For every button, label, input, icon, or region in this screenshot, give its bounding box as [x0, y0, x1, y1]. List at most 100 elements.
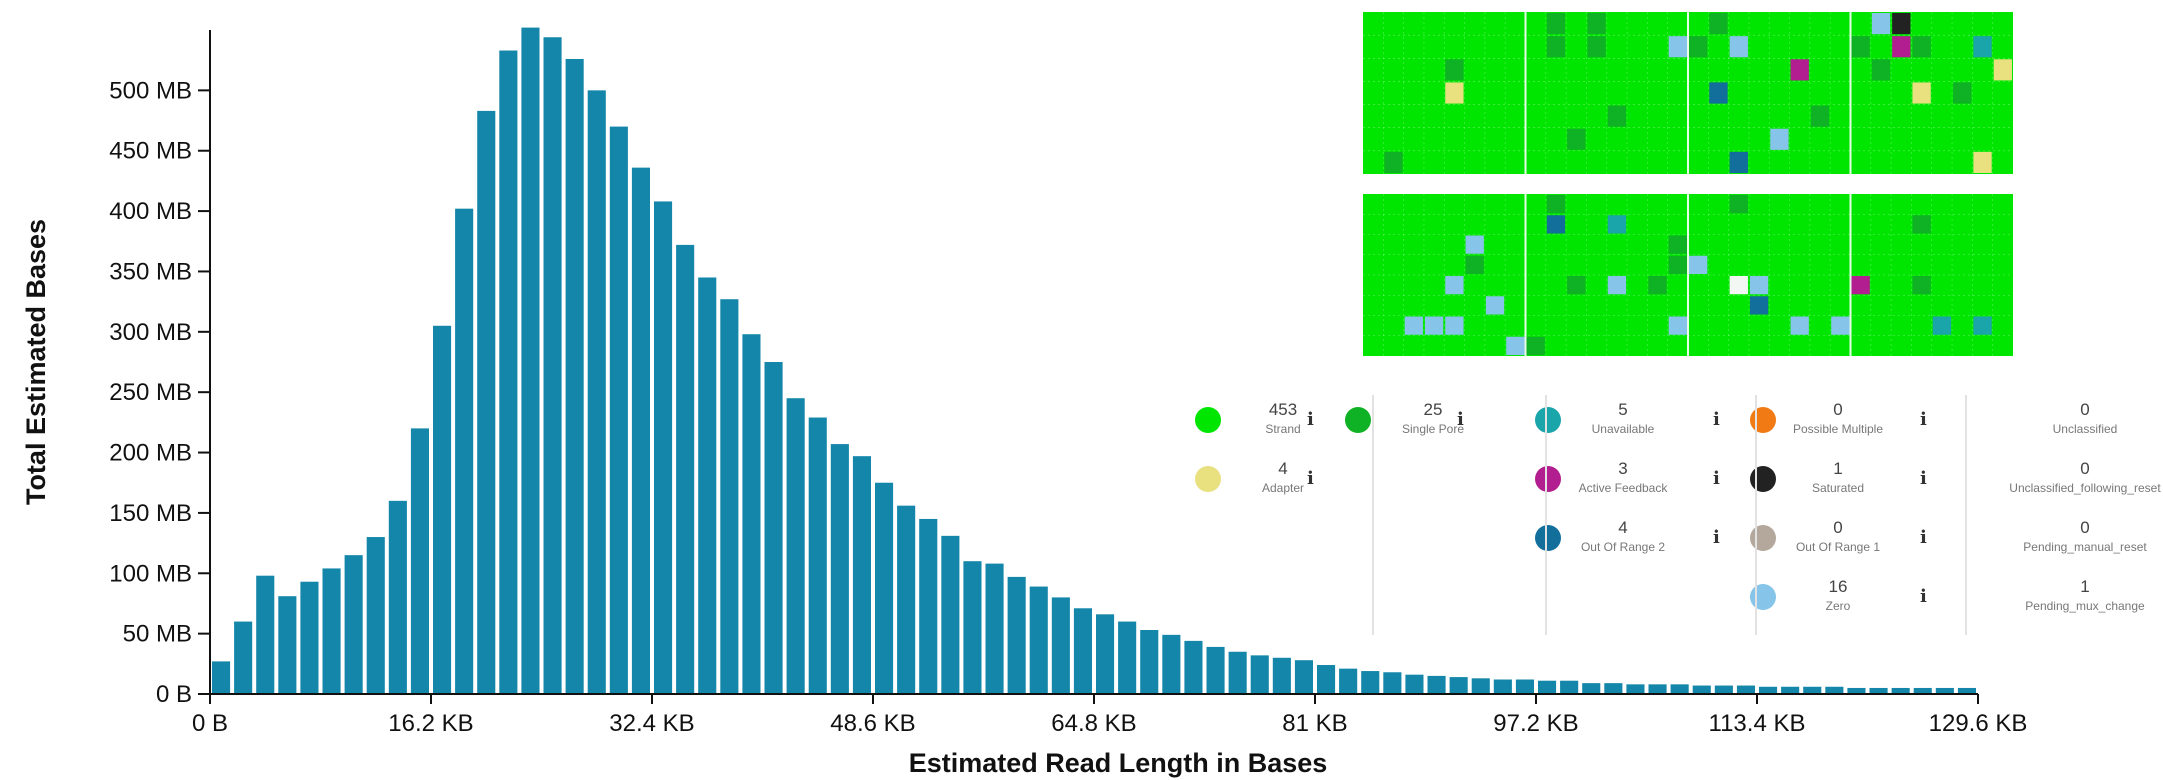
histogram-bar [1759, 686, 1778, 694]
channel-cell-single[interactable] [1445, 59, 1464, 81]
channel-cell-zero[interactable] [1485, 296, 1505, 315]
channel-cell-feedback[interactable] [1892, 36, 1911, 58]
legend-label: Unclassified [2052, 422, 2118, 436]
channel-cell-saturated[interactable] [1892, 13, 1911, 35]
channel-cell-single[interactable] [1526, 336, 1545, 355]
legend-swatch [1535, 466, 1561, 492]
histogram-bar [1604, 683, 1623, 694]
legend-count: 0 [1833, 400, 1843, 419]
x-tick-label: 129.6 KB [1929, 710, 2028, 737]
channel-cell-feedback[interactable] [1851, 276, 1870, 295]
channel-cell-single[interactable] [1546, 195, 1566, 214]
info-icon[interactable]: i [1920, 527, 1927, 548]
legend-swatch [1750, 466, 1776, 492]
channel-cell-adapter[interactable] [1973, 151, 1992, 173]
histogram-bar [1383, 672, 1402, 694]
histogram-bar [1162, 634, 1181, 694]
channel-cell-single[interactable] [1953, 82, 1972, 104]
channel-cell-adapter[interactable] [1993, 59, 2012, 81]
channel-cell-outofrange2[interactable] [1546, 215, 1566, 234]
histogram-bar [1228, 651, 1247, 694]
info-icon[interactable]: i [1307, 468, 1314, 489]
channel-cell-single[interactable] [1871, 59, 1891, 81]
channel-cell-outofrange2[interactable] [1749, 296, 1769, 315]
channel-cell-single[interactable] [1587, 13, 1606, 35]
channel-cell-single[interactable] [1689, 36, 1708, 58]
channel-cell-zero[interactable] [1749, 276, 1769, 295]
legend-count: 0 [1833, 518, 1843, 537]
channel-cell-zero[interactable] [1465, 235, 1484, 254]
info-icon[interactable]: i [1713, 409, 1720, 430]
legend-item-pending-manual-reset: 0 Pending_manual_reset [1955, 513, 2155, 565]
channel-cell-outofrange2[interactable] [1709, 82, 1728, 104]
channel-cell-single[interactable] [1546, 36, 1566, 58]
channel-cell-zero[interactable] [1668, 316, 1687, 335]
channel-cell-white[interactable] [1729, 276, 1748, 295]
channel-cell-zero[interactable] [1445, 276, 1464, 295]
channel-cell-adapter[interactable] [1445, 82, 1464, 104]
channel-cell-single[interactable] [1648, 276, 1667, 295]
channel-cell-unavailable[interactable] [1607, 215, 1627, 234]
channel-cell-feedback[interactable] [1790, 59, 1809, 81]
channel-cell-single[interactable] [1668, 255, 1687, 274]
histogram-bar [543, 37, 562, 695]
channel-map-panel-2 [1363, 194, 2013, 356]
channel-cell-zero[interactable] [1770, 128, 1789, 150]
channel-cell-zero[interactable] [1424, 316, 1444, 335]
channel-cell-zero[interactable] [1831, 316, 1850, 335]
legend-count: 0 [2080, 518, 2090, 537]
channel-cell-zero[interactable] [1729, 36, 1748, 58]
channel-cell-zero[interactable] [1445, 316, 1464, 335]
channel-cell-single[interactable] [1384, 151, 1403, 173]
histogram-bar [455, 208, 474, 694]
channel-cell-zero[interactable] [1689, 255, 1708, 274]
channel-cell-single[interactable] [1851, 36, 1870, 58]
channel-cell-unavailable[interactable] [1973, 316, 1992, 335]
channel-cell-unavailable[interactable] [1932, 316, 1952, 335]
channel-cell-zero[interactable] [1607, 276, 1627, 295]
legend-item-unclassified: 0 Unclassified [1955, 395, 2155, 447]
channel-cell-single[interactable] [1546, 13, 1566, 35]
info-icon[interactable]: i [1920, 409, 1927, 430]
channel-cell-single[interactable] [1567, 128, 1586, 150]
legend-count: 1 [1833, 459, 1843, 478]
channel-cell-single[interactable] [1587, 36, 1606, 58]
channel-cell-single[interactable] [1668, 235, 1687, 254]
channel-cell-outofrange2[interactable] [1729, 151, 1748, 173]
channel-cell-zero[interactable] [1404, 316, 1423, 335]
info-icon[interactable]: i [1307, 409, 1314, 430]
histogram-bar [786, 398, 805, 694]
info-icon[interactable]: i [1457, 409, 1464, 430]
channel-cell-unavailable[interactable] [1973, 36, 1992, 58]
histogram-bar [256, 575, 275, 694]
channel-cell-single[interactable] [1567, 276, 1586, 295]
histogram-bar [1096, 614, 1115, 694]
channel-cell-single[interactable] [1465, 255, 1484, 274]
histogram-bar [1449, 677, 1468, 694]
x-tick-label: 16.2 KB [388, 710, 473, 737]
legend-label: Zero [1825, 599, 1851, 613]
channel-cell-zero[interactable] [1506, 336, 1525, 355]
channel-cell-single[interactable] [1709, 13, 1728, 35]
channel-cell-single[interactable] [1810, 105, 1830, 127]
info-icon[interactable]: i [1713, 527, 1720, 548]
histogram-bar [1405, 674, 1424, 694]
info-icon[interactable]: i [1920, 586, 1927, 607]
channel-cell-zero[interactable] [1871, 13, 1891, 35]
legend-item-unavailable: 5 Unavailable i [1535, 395, 1735, 447]
bars-group [212, 27, 1976, 695]
channel-cell-adapter[interactable] [1912, 82, 1931, 104]
channel-cell-single[interactable] [1912, 276, 1931, 295]
channel-cell-zero[interactable] [1668, 36, 1687, 58]
legend-swatch [1535, 525, 1561, 551]
channel-cell-zero[interactable] [1790, 316, 1809, 335]
channel-cell-single[interactable] [1729, 195, 1748, 214]
legend-item-active-feedback: 3 Active Feedback i [1535, 454, 1735, 506]
histogram-bar [344, 555, 363, 694]
channel-cell-single[interactable] [1607, 105, 1627, 127]
channel-cell-single[interactable] [1912, 36, 1931, 58]
info-icon[interactable]: i [1920, 468, 1927, 489]
info-icon[interactable]: i [1713, 468, 1720, 489]
channel-cell-single[interactable] [1912, 215, 1931, 234]
legend-swatch [1750, 407, 1776, 433]
